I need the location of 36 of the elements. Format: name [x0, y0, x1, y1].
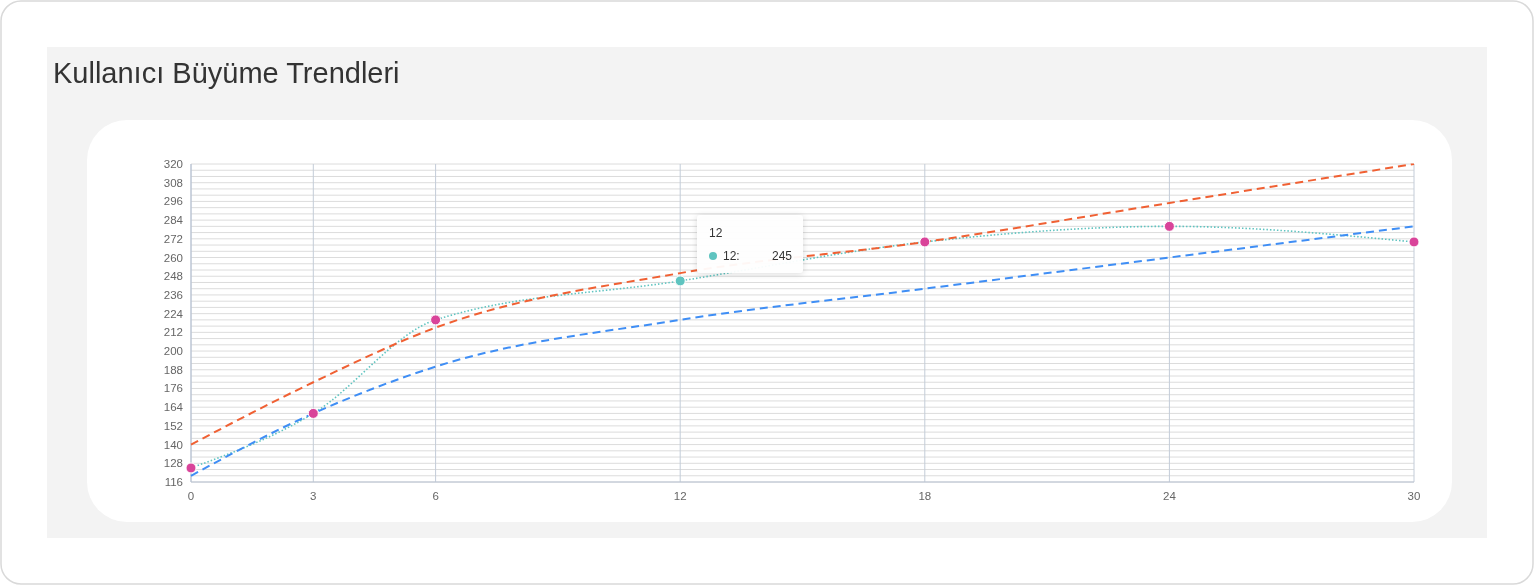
y-tick-label: 308: [163, 176, 183, 189]
y-tick-label: 248: [163, 270, 183, 283]
y-tick-label: 128: [163, 457, 183, 470]
x-tick-label: 0: [187, 490, 195, 502]
point: [185, 462, 197, 474]
y-tick-label: 164: [163, 401, 184, 414]
y-tick-label: 272: [163, 232, 183, 245]
point: [1408, 236, 1420, 248]
x-tick-label: 30: [1407, 490, 1421, 502]
point: [430, 314, 442, 326]
y-tick-label: 188: [163, 363, 183, 376]
y-tick-label: 200: [163, 345, 183, 358]
x-tick-label: 3: [310, 490, 317, 502]
x-tick-label: 24: [1163, 490, 1177, 502]
x-tick-label: 12: [673, 490, 687, 502]
y-tick-label: 296: [163, 195, 183, 208]
y-tick-label: 236: [163, 288, 183, 301]
point: [674, 275, 686, 287]
y-tick-label: 152: [163, 419, 183, 432]
line-series: [190, 163, 1415, 446]
chart-title: Kullanıcı Büyüme Trendleri: [53, 57, 400, 89]
text: 12: 245: [723, 249, 792, 263]
annotation: 12: [709, 226, 723, 240]
y-tick-label: 284: [163, 214, 184, 227]
point: [919, 236, 931, 248]
y-tick-label: 320: [163, 158, 183, 171]
y-tick-label: 212: [163, 326, 183, 339]
y-tick-label: 176: [163, 382, 183, 395]
y-tick-label: 260: [163, 251, 183, 264]
point: [307, 407, 319, 419]
point: [1163, 220, 1175, 232]
x-tick-label: 6: [432, 490, 439, 502]
y-tick-label: 116: [164, 476, 183, 489]
x-tick-label: 18: [918, 490, 932, 502]
y-tick-label: 140: [163, 438, 183, 451]
y-tick-label: 224: [163, 307, 184, 320]
